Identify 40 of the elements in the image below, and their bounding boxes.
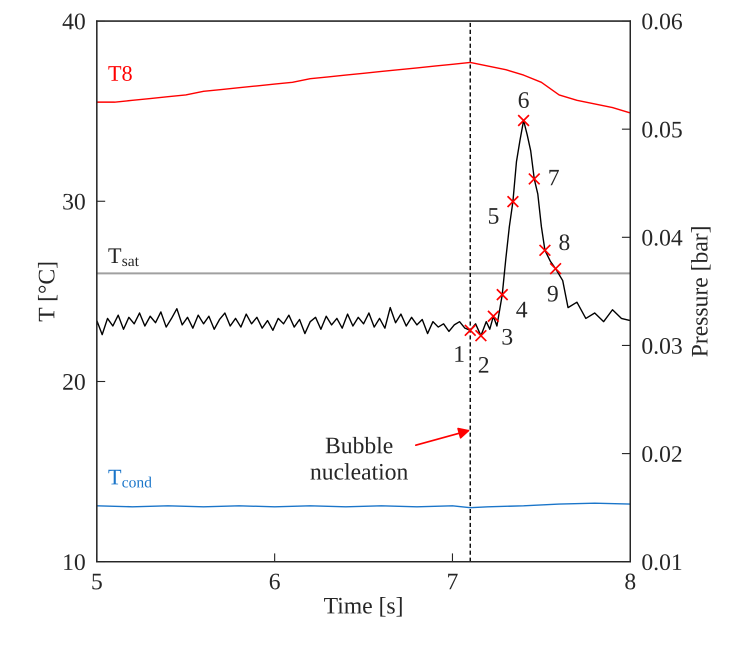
y2-tick-label: 0.03 xyxy=(642,338,682,354)
series-label: T$_{cond}$ xyxy=(108,470,152,488)
annotation: 5 xyxy=(488,208,498,224)
annotation: Bubble nucleation xyxy=(310,436,408,480)
y-tick-label: 10 xyxy=(64,554,85,570)
y2-tick-label: 0.01 xyxy=(642,554,682,570)
annotation: 1 xyxy=(455,346,464,362)
x-tick-label: 5 xyxy=(92,574,102,590)
point xyxy=(517,114,530,127)
ref-line-label: T$_{sat}$ xyxy=(108,248,139,266)
annotation: 7 xyxy=(549,170,559,186)
y-tick-label: 40 xyxy=(62,14,85,30)
y-tick-label: 30 xyxy=(63,194,85,210)
annotation: 2 xyxy=(478,357,488,373)
x-axis-title: Time [s] xyxy=(324,597,402,617)
annotation: 6 xyxy=(518,92,529,108)
point xyxy=(487,310,500,322)
point xyxy=(549,262,562,275)
y2-tick-label: 0.06 xyxy=(642,14,682,30)
y2-tick-label: 0.04 xyxy=(642,230,682,246)
y-axis-title: T [°C] xyxy=(38,262,58,322)
x-tick-label: 7 xyxy=(448,574,458,590)
point xyxy=(538,244,552,256)
annotation: 4 xyxy=(516,302,528,318)
series-label: T8 xyxy=(108,66,132,81)
y-tick-label: 20 xyxy=(63,374,85,390)
y2-tick-label: 0.02 xyxy=(642,446,682,462)
point xyxy=(496,288,508,301)
point xyxy=(464,324,476,337)
annotation: 8 xyxy=(559,234,570,250)
line-series xyxy=(96,62,630,114)
y2-axis-title: Pressure [bar] xyxy=(691,227,711,357)
annotation: 9 xyxy=(548,286,558,302)
x-tick-label: 8 xyxy=(625,574,636,590)
y2-tick-label: 0.05 xyxy=(642,122,682,138)
point xyxy=(528,172,540,186)
point xyxy=(506,195,520,208)
point xyxy=(474,330,488,342)
x-tick-label: 6 xyxy=(270,574,280,590)
annotation: 3 xyxy=(502,328,512,345)
